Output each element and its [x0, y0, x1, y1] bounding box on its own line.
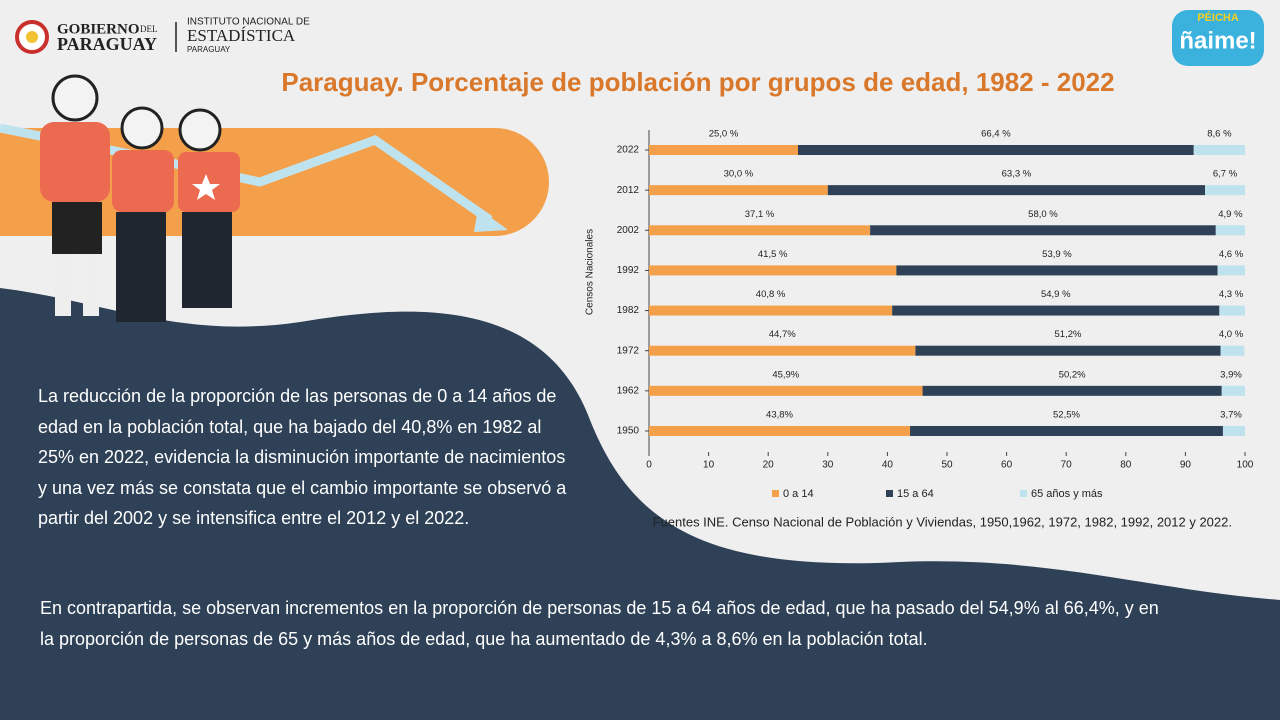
y-tick-label: 1972	[617, 345, 640, 356]
x-tick-label: 20	[763, 460, 775, 471]
x-tick-label: 50	[941, 460, 953, 471]
bar-segment	[910, 425, 1223, 436]
badge-text: ñaime!	[1179, 27, 1256, 54]
bar-segment	[1222, 425, 1245, 436]
x-tick-label: 90	[1180, 460, 1192, 471]
x-tick-label: 60	[1001, 460, 1013, 471]
bar-segment	[649, 305, 893, 316]
bar-segment	[649, 345, 916, 356]
value-label: 52,5%	[1053, 409, 1080, 420]
x-tick-label: 100	[1237, 460, 1254, 471]
value-label: 25,0 %	[709, 129, 739, 140]
value-label: 44,7%	[769, 329, 796, 340]
bar-segment	[1217, 265, 1245, 276]
x-tick-label: 0	[646, 460, 652, 471]
value-label: 53,9 %	[1042, 249, 1072, 260]
value-label: 41,5 %	[758, 249, 788, 260]
x-tick-label: 80	[1120, 460, 1132, 471]
legend-label: 15 a 64	[897, 488, 934, 500]
value-label: 40,8 %	[756, 289, 786, 300]
y-tick-label: 1962	[617, 385, 640, 396]
legend-label: 0 a 14	[783, 488, 814, 500]
value-label: 43,8%	[766, 409, 793, 420]
gov-text: GOBIERNO	[57, 21, 140, 37]
value-label: 30,0 %	[724, 169, 754, 180]
bar-segment	[922, 385, 1222, 396]
arrow-head	[474, 208, 508, 232]
bar-segment	[1221, 385, 1245, 396]
bar-segment	[827, 185, 1206, 196]
ine-text: PARAGUAY	[187, 45, 231, 54]
value-label: 4,0 %	[1219, 329, 1244, 340]
value-label: 4,3 %	[1219, 289, 1244, 300]
value-label: 54,9 %	[1041, 289, 1071, 300]
y-tick-label: 1992	[617, 265, 640, 276]
legend-label: 65 años y más	[1031, 488, 1103, 500]
value-label: 58,0 %	[1028, 209, 1058, 220]
bar-segment	[870, 225, 1216, 236]
legend-swatch	[1020, 490, 1027, 497]
bar-segment	[1205, 185, 1245, 196]
y-tick-label: 1950	[617, 426, 640, 437]
y-axis-label: Censos Nacionales	[585, 229, 596, 315]
x-tick-label: 10	[703, 460, 715, 471]
legend-swatch	[772, 490, 779, 497]
bar-segment	[798, 145, 1194, 155]
bar-segment	[1193, 145, 1245, 155]
x-tick-label: 40	[882, 460, 894, 471]
badge	[1172, 10, 1264, 66]
kids-illustration	[40, 74, 240, 322]
paragraph: En contrapartida, se observan incremento…	[40, 598, 1159, 649]
source: Fuentes INE. Censo Nacional de Población…	[653, 514, 1232, 529]
badge-text: PÉICHA	[1197, 11, 1239, 24]
y-tick-label: 2022	[617, 145, 640, 156]
value-label: 66,4 %	[981, 129, 1011, 140]
bar-segment	[1219, 305, 1245, 316]
paragraph: La reducción de la proporción de las per…	[38, 386, 567, 528]
wave	[0, 288, 1280, 720]
bar-segment	[915, 345, 1221, 356]
gov-emblem-star	[26, 31, 38, 43]
bar-segment	[896, 265, 1218, 276]
value-label: 4,6 %	[1219, 249, 1244, 260]
value-label: 37,1 %	[745, 209, 775, 220]
value-label: 50,2%	[1059, 369, 1086, 380]
bar-segment	[649, 425, 911, 436]
ine-text: ESTADÍSTICA	[187, 26, 296, 45]
value-label: 45,9%	[772, 369, 799, 380]
y-tick-label: 1982	[617, 305, 640, 316]
legend-swatch	[886, 490, 893, 497]
x-tick-label: 30	[822, 460, 834, 471]
value-label: 3,7%	[1220, 409, 1242, 420]
value-label: 3,9%	[1220, 369, 1242, 380]
value-label: 4,9 %	[1218, 209, 1243, 220]
bar-segment	[649, 145, 798, 155]
bar-segment	[649, 385, 923, 396]
value-label: 6,7 %	[1213, 169, 1238, 180]
y-tick-label: 2012	[617, 185, 640, 196]
value-label: 51,2%	[1055, 329, 1082, 340]
ine-text: INSTITUTO NACIONAL DE	[187, 17, 310, 28]
bar-segment	[892, 305, 1220, 316]
bar-segment	[649, 185, 828, 196]
gov-text: DEL	[140, 24, 158, 34]
x-tick-label: 70	[1061, 460, 1073, 471]
bar-segment	[649, 265, 897, 276]
gov-text: PARAGUAY	[57, 34, 157, 54]
value-label: 8,6 %	[1207, 129, 1232, 140]
bar-segment	[1220, 345, 1245, 356]
bar-segment	[649, 225, 871, 236]
bar-segment	[1215, 225, 1245, 236]
chart-title: Paraguay. Porcentaje de población por gr…	[281, 67, 1114, 97]
y-tick-label: 2002	[617, 225, 640, 236]
value-label: 63,3 %	[1002, 169, 1032, 180]
